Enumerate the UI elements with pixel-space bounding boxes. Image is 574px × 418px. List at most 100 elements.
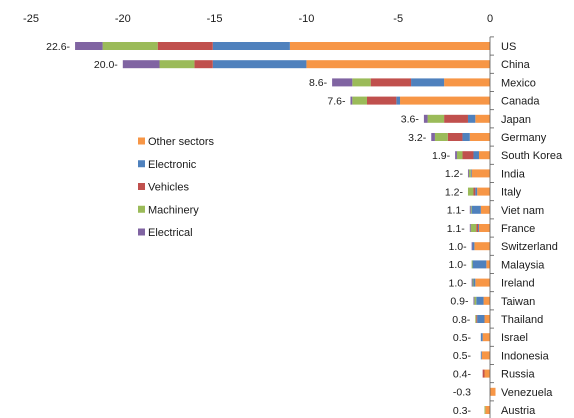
bar-segment-other-sectors-venezuela [490, 387, 496, 396]
bar-segment-electronic-japan [467, 114, 476, 123]
bar-segment-vehicles-us [157, 42, 213, 50]
bar-segment-other-sectors-canada [400, 96, 490, 105]
bar-segment-other-sectors-south-korea [478, 151, 490, 160]
bar-segment-machinery-ireland [472, 278, 474, 287]
bar-segment-electronic-thailand [477, 315, 485, 323]
bar-segment-electrical-india [467, 169, 469, 178]
total-label-taiwan: 0.9- [450, 296, 469, 308]
bar-segment-machinery-thailand [475, 315, 477, 323]
bar-segment-electrical-mexico [332, 78, 353, 87]
bar-segment-vehicles-thailand [476, 315, 478, 323]
bar-segment-vehicles-china [194, 60, 213, 69]
total-label-us: 22.6- [46, 41, 70, 53]
bar-segment-electronic-viet-nam [471, 205, 481, 214]
total-label-switzerland: 1.0- [449, 241, 468, 253]
bar-segment-machinery-south-korea [456, 151, 463, 160]
legend-swatch-other-sectors [138, 137, 145, 145]
legend-swatch-electrical [138, 228, 145, 236]
bar-segment-machinery-austria [484, 406, 486, 414]
bar-segment-electrical-china [122, 60, 160, 69]
category-label-viet-nam: Viet nam [501, 205, 544, 217]
category-label-germany: Germany [501, 132, 547, 144]
category-label-switzerland: Switzerland [501, 241, 558, 253]
bar-segment-machinery-malaysia [471, 260, 473, 269]
category-labels: US China Mexico Canada Japan Germany South Kor… [501, 41, 563, 417]
category-label-italy: Italy [501, 187, 522, 199]
category-label-mexico: Mexico [501, 77, 536, 89]
total-label-austria: 0.3- [453, 405, 472, 417]
x-tick-label: -10 [298, 13, 314, 25]
legend-label-electronic: Electronic [148, 159, 197, 171]
bar-segment-electronic-canada [396, 96, 401, 105]
category-label-india: India [501, 168, 526, 180]
bar-segment-machinery-us [102, 42, 158, 50]
total-label-venezuela: -0.3 [453, 387, 471, 399]
bar-segment-machinery-canada [352, 96, 367, 105]
x-axis: -25 -20 -15 -10 -5 0 [23, 13, 493, 25]
bar-segment-machinery-germany [434, 133, 448, 141]
bar-segment-machinery-india [468, 169, 471, 178]
bar-segment-other-sectors-japan [475, 114, 490, 123]
bar-segment-electronic-germany [462, 133, 470, 141]
total-label-viet-nam: 1.1- [447, 205, 466, 217]
category-label-austria: Austria [501, 405, 536, 417]
total-label-malaysia: 1.0- [449, 259, 468, 271]
bar-segment-electronic-taiwan [476, 296, 484, 305]
legend-label-vehicles: Vehicles [148, 182, 189, 194]
bar-segment-electrical-ireland [471, 278, 473, 287]
bar-segment-electronic-malaysia [472, 260, 487, 269]
total-label-germany: 3.2- [408, 132, 427, 144]
total-label-france: 1.1- [447, 223, 466, 235]
total-label-india: 1.2- [445, 168, 464, 180]
total-label-mexico: 8.6- [309, 77, 328, 89]
bar-segment-electronic-india [470, 169, 472, 178]
bar-segment-machinery-japan [427, 114, 445, 123]
category-label-ireland: Ireland [501, 278, 535, 290]
bar-segment-other-sectors-mexico [444, 78, 490, 87]
bar-segment-electronic-switzerland [472, 242, 475, 251]
bar-segment-electrical-viet-nam [469, 205, 471, 214]
category-label-malaysia: Malaysia [501, 259, 545, 271]
bar-segment-vehicles-japan [444, 114, 468, 123]
total-label-israel: 0.5- [453, 332, 472, 344]
bar-segment-electronic-israel [480, 333, 483, 342]
total-label-south-korea: 1.9- [432, 150, 451, 162]
category-label-south-korea: South Korea [501, 150, 563, 162]
bar-segment-vehicles-canada [366, 96, 397, 105]
bar-segment-other-sectors-israel [482, 333, 490, 342]
category-label-taiwan: Taiwan [501, 296, 535, 308]
bar-segment-vehicles-russia [482, 369, 485, 378]
bar-segment-machinery-italy [467, 187, 474, 196]
bar-area [75, 42, 496, 414]
bar-segment-other-sectors-us [289, 42, 490, 50]
category-label-us: US [501, 41, 516, 53]
total-label-japan: 3.6- [401, 114, 420, 126]
bar-segment-other-sectors-austria [485, 406, 490, 414]
legend-swatch-electronic [138, 160, 145, 168]
bar-segment-machinery-taiwan [474, 296, 477, 305]
bar-segment-electronic-south-korea [473, 151, 479, 160]
bar-segment-machinery-mexico [352, 78, 371, 87]
category-label-indonesia: Indonesia [501, 350, 550, 362]
total-label-canada: 7.6- [327, 95, 346, 107]
y-axis [489, 36, 494, 418]
bar-segment-electronic-china [212, 60, 307, 69]
bar-segment-other-sectors-malaysia [486, 260, 490, 269]
bar-segment-vehicles-italy [473, 187, 476, 196]
total-label-italy: 1.2- [445, 186, 464, 198]
x-tick-label: 0 [487, 13, 493, 25]
bar-segment-vehicles-germany [447, 133, 463, 141]
bar-segment-electrical-us [75, 42, 103, 50]
legend-label-machinery: Machinery [148, 204, 199, 216]
x-tick-label: -15 [207, 13, 223, 25]
total-label-russia: 0.4- [453, 368, 472, 380]
category-label-china: China [501, 59, 531, 71]
bar-segment-vehicles-mexico [370, 78, 412, 87]
bar-segment-electrical-canada [350, 96, 353, 105]
bar-segment-other-sectors-germany [469, 133, 490, 141]
bar-segment-electrical-france [469, 224, 471, 232]
category-label-venezuela: Venezuela [501, 387, 553, 399]
total-label-ireland: 1.0- [449, 277, 468, 289]
x-tick-label: -20 [115, 13, 131, 25]
